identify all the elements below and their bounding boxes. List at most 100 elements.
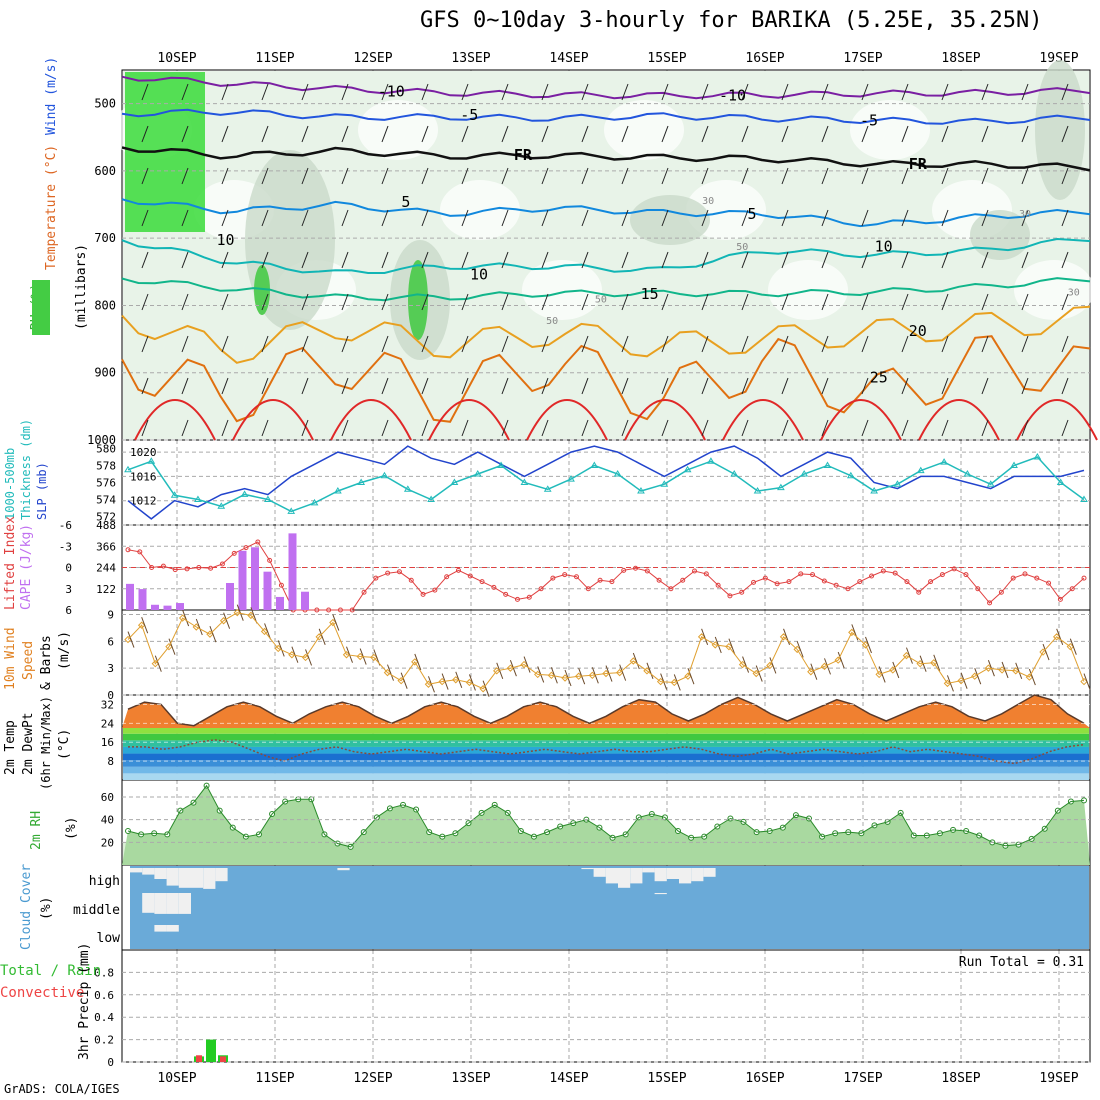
wind-barb [741, 251, 749, 269]
x-tick-label-top: 18SEP [941, 51, 980, 66]
wind-barb [261, 293, 269, 311]
legend-convective: Convective [0, 985, 84, 1001]
wind-barb [461, 293, 469, 311]
wind-speed-point [738, 660, 747, 669]
lifted-index-point [255, 539, 261, 545]
run-total-label: Run Total = 0.31 [959, 955, 1084, 970]
wind-barb [261, 377, 269, 395]
wind-barb [261, 251, 269, 269]
wind-barb [821, 377, 829, 395]
rh-moist-patch [630, 195, 710, 245]
y-tick-label: 40 [101, 814, 114, 827]
wind-barb [461, 83, 469, 101]
y-tick-label: 0 [65, 562, 72, 575]
wind-speed-point [834, 656, 842, 664]
wind-barb [741, 83, 749, 101]
wind-barb [901, 293, 909, 311]
wind-speed-point [943, 679, 952, 688]
wind-barb [901, 377, 909, 395]
wind-barb [1061, 251, 1069, 269]
thickness-point [170, 491, 179, 498]
wind-speed-point [411, 658, 419, 666]
lifted-index-point [845, 586, 851, 592]
wind-barb [523, 656, 531, 673]
cloud-gap-cell [154, 893, 167, 914]
wind-speed-point [1080, 677, 1088, 686]
wind-barb [865, 636, 872, 654]
y-tick-label: 20 [101, 836, 114, 849]
wind-barb [581, 209, 589, 227]
temp-color-band [123, 740, 1089, 747]
rh-moist-patch [1035, 60, 1085, 200]
cape-bar [288, 533, 297, 610]
wind-barb [781, 293, 789, 311]
wind-barb [661, 335, 669, 353]
rh-area [122, 785, 1090, 865]
wind-barb [1069, 638, 1077, 655]
y-tick-label: -6 [59, 519, 72, 532]
x-tick-label-bottom: 10SEP [157, 1071, 196, 1086]
wind-speed-point [889, 666, 897, 674]
x-tick-label-top: 13SEP [451, 51, 490, 66]
wind-barb [221, 251, 229, 269]
wind-barb [541, 167, 549, 185]
wind-barb [221, 335, 229, 353]
contour-label: 10 [875, 237, 893, 255]
wind-barb [181, 293, 189, 311]
wind-barb [461, 209, 469, 227]
x-tick-label-top: 16SEP [745, 51, 784, 66]
wind-barb [341, 377, 349, 395]
wind-barb [181, 251, 189, 269]
wind-barb [261, 83, 269, 101]
wind-barb [581, 167, 589, 185]
wind-barb [341, 293, 349, 311]
wind-speed-point [260, 627, 269, 636]
wind-barb [821, 83, 829, 101]
wind-barb [341, 125, 349, 143]
lifted-index-point [420, 591, 426, 597]
cape-bar [276, 596, 284, 610]
wind-barb [496, 662, 504, 680]
wind-barb [621, 83, 629, 101]
temperature-contour [121, 146, 1091, 172]
wind-barb [728, 638, 736, 655]
temperature-contour [428, 399, 510, 441]
wind-barb [421, 209, 429, 227]
thickness-point [823, 461, 832, 468]
wind-barb [305, 649, 313, 666]
wind-barb [821, 419, 829, 437]
wind-barb [221, 83, 229, 101]
contour-label: 20 [909, 322, 927, 340]
wind-barb [701, 293, 709, 311]
wind-barb [821, 125, 829, 143]
lifted-index-point [939, 572, 945, 578]
wind-barb [501, 125, 509, 143]
wind-barb [646, 662, 654, 680]
lifted-index-point [1069, 586, 1075, 592]
temp-line [127, 694, 1085, 727]
wind-barb [661, 377, 669, 395]
wind-barb [701, 419, 709, 437]
wind-speed-point [615, 668, 624, 677]
wind-barb [581, 377, 589, 395]
wind-barb [769, 657, 777, 674]
y-tick-label: 32 [101, 698, 114, 711]
wind-barb [301, 377, 309, 395]
y-axis-label: (millibars) [74, 244, 89, 330]
panel-frame [121, 439, 1091, 526]
wind-barb [223, 612, 231, 629]
wind-barb [387, 664, 394, 681]
cloud-cover-panel: high middle low Cloud Cover (%) [19, 864, 1089, 950]
y-axis-label: & Barbs [39, 635, 54, 690]
lifted-index-point [821, 578, 827, 584]
wind-barb [741, 293, 749, 311]
thickness-point [1056, 478, 1065, 485]
thickness-point [590, 461, 599, 468]
lifted-index-point [1034, 575, 1040, 581]
wind-barb [318, 628, 326, 646]
y-tick-label: 580 [96, 443, 116, 456]
wind-speed-point [574, 672, 583, 680]
wind-barb [461, 377, 469, 395]
wind-barb [221, 293, 229, 311]
lifted-index-point [243, 545, 249, 551]
